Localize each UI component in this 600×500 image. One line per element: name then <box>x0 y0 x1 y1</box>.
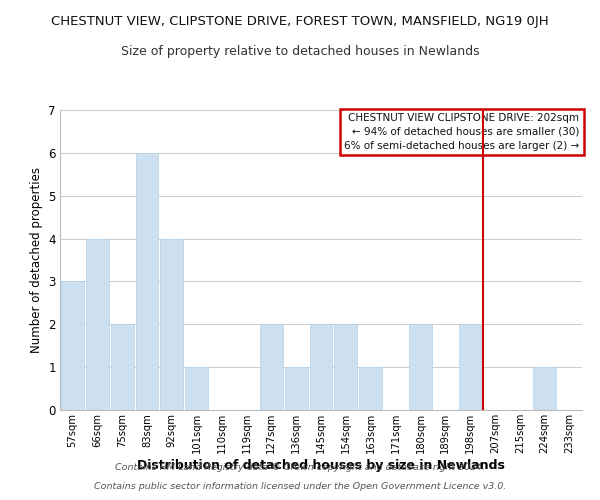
Bar <box>136 153 158 410</box>
Bar <box>86 238 109 410</box>
Bar <box>61 282 84 410</box>
Bar <box>160 238 183 410</box>
Bar <box>111 324 134 410</box>
Text: Contains HM Land Registry data © Crown copyright and database right 2024.: Contains HM Land Registry data © Crown c… <box>115 464 485 472</box>
Text: CHESTNUT VIEW CLIPSTONE DRIVE: 202sqm
← 94% of detached houses are smaller (30)
: CHESTNUT VIEW CLIPSTONE DRIVE: 202sqm ← … <box>344 113 580 151</box>
Bar <box>185 367 208 410</box>
Bar <box>260 324 283 410</box>
Bar <box>409 324 432 410</box>
X-axis label: Distribution of detached houses by size in Newlands: Distribution of detached houses by size … <box>137 458 505 471</box>
Bar <box>334 324 357 410</box>
Bar <box>459 324 482 410</box>
Bar <box>359 367 382 410</box>
Bar <box>285 367 308 410</box>
Text: Contains public sector information licensed under the Open Government Licence v3: Contains public sector information licen… <box>94 482 506 491</box>
Bar <box>533 367 556 410</box>
Text: CHESTNUT VIEW, CLIPSTONE DRIVE, FOREST TOWN, MANSFIELD, NG19 0JH: CHESTNUT VIEW, CLIPSTONE DRIVE, FOREST T… <box>51 15 549 28</box>
Y-axis label: Number of detached properties: Number of detached properties <box>30 167 43 353</box>
Bar <box>310 324 332 410</box>
Text: Size of property relative to detached houses in Newlands: Size of property relative to detached ho… <box>121 45 479 58</box>
